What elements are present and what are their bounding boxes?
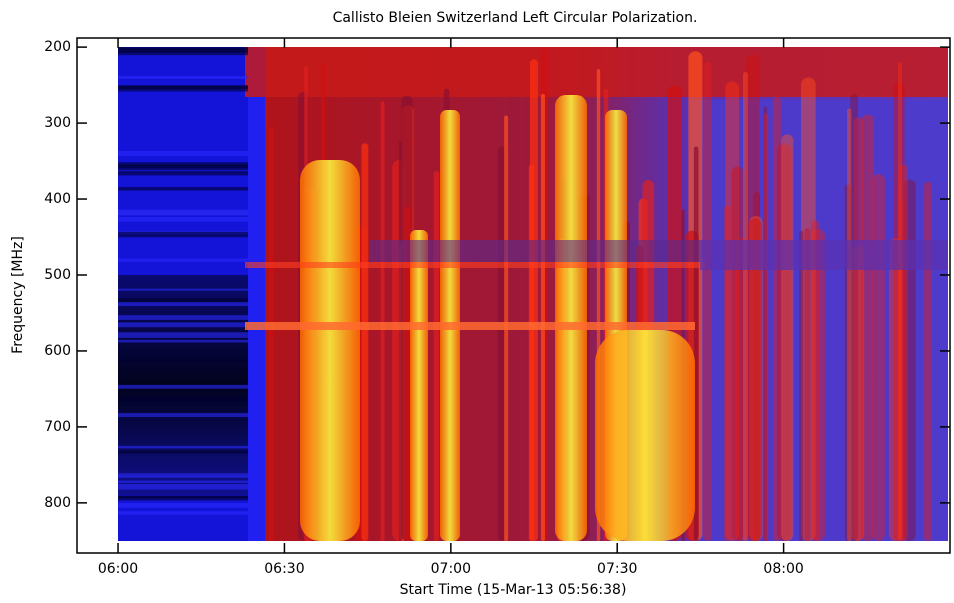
- x-tick-label: 06:00: [98, 561, 138, 577]
- texture: [118, 151, 248, 156]
- texture: [749, 216, 763, 542]
- texture: [898, 62, 902, 542]
- y-tick-label: 800: [44, 495, 71, 511]
- plot-frame: [76, 37, 951, 554]
- texture: [811, 229, 826, 541]
- texture: [118, 187, 248, 191]
- x-tick-label: 08:00: [763, 561, 803, 577]
- texture: [861, 114, 875, 542]
- texture: [118, 210, 248, 214]
- texture: [118, 413, 248, 418]
- texture: [433, 171, 440, 541]
- texture: [799, 230, 804, 542]
- texture: [801, 77, 816, 541]
- x-tick-label: 07:00: [431, 561, 471, 577]
- texture: [900, 199, 905, 541]
- x-tick-label: 06:30: [264, 561, 304, 577]
- texture: [743, 72, 748, 542]
- texture: [245, 322, 695, 330]
- texture: [118, 85, 248, 92]
- texture: [853, 117, 864, 542]
- texture: [118, 332, 248, 338]
- texture: [361, 143, 369, 541]
- texture: [118, 288, 248, 291]
- texture: [745, 54, 760, 542]
- texture: [118, 483, 248, 490]
- texture: [118, 396, 248, 402]
- texture: [850, 93, 859, 541]
- chart-title: Callisto Bleien Switzerland Left Circula…: [333, 10, 698, 26]
- texture: [595, 330, 695, 541]
- texture: [555, 95, 587, 541]
- texture: [410, 230, 428, 541]
- texture: [118, 164, 248, 171]
- texture: [118, 503, 248, 508]
- texture: [725, 81, 740, 542]
- texture: [268, 126, 274, 541]
- texture: [118, 298, 248, 303]
- texture: [118, 511, 248, 515]
- y-axis-label: Frequency [MHz]: [10, 236, 26, 354]
- y-tick-label: 700: [44, 419, 71, 435]
- texture: [747, 218, 762, 542]
- texture: [118, 315, 248, 320]
- texture: [118, 52, 248, 56]
- y-tick-label: 300: [44, 115, 71, 131]
- texture: [118, 75, 248, 80]
- texture: [118, 384, 248, 389]
- texture: [118, 339, 248, 343]
- texture: [763, 106, 767, 541]
- texture: [700, 240, 948, 270]
- spectrogram-image: [118, 47, 948, 542]
- texture: [872, 174, 885, 541]
- texture: [118, 231, 248, 238]
- texture: [118, 445, 248, 449]
- texture: [735, 238, 748, 541]
- texture: [118, 258, 248, 262]
- texture: [844, 184, 851, 541]
- y-tick-label: 400: [44, 191, 71, 207]
- texture: [118, 359, 248, 362]
- texture: [118, 171, 248, 176]
- texture: [804, 228, 811, 541]
- texture: [763, 113, 769, 542]
- texture: [118, 322, 248, 328]
- texture: [723, 205, 732, 542]
- texture: [850, 245, 865, 542]
- texture: [118, 302, 248, 307]
- y-tick-label: 500: [44, 267, 71, 283]
- texture: [118, 480, 248, 483]
- texture: [731, 166, 744, 541]
- x-axis-label: Start Time (15-Mar-13 05:56:38): [400, 582, 627, 598]
- texture: [772, 96, 781, 542]
- texture: [781, 134, 794, 541]
- texture: [118, 47, 248, 53]
- texture: [118, 450, 248, 454]
- texture: [811, 220, 820, 541]
- texture: [893, 82, 905, 541]
- texture: [528, 164, 535, 542]
- texture: [245, 262, 705, 268]
- texture: [540, 93, 545, 541]
- y-tick-label: 600: [44, 343, 71, 359]
- texture: [380, 101, 385, 541]
- texture: [847, 108, 852, 541]
- texture: [118, 495, 248, 501]
- texture: [300, 160, 360, 541]
- texture: [753, 192, 761, 541]
- texture: [398, 140, 403, 541]
- texture: [118, 216, 248, 222]
- texture: [703, 62, 712, 542]
- x-tick-label: 07:30: [597, 561, 637, 577]
- texture: [404, 206, 411, 542]
- texture: [118, 473, 248, 478]
- texture: [924, 181, 933, 542]
- texture: [370, 240, 700, 262]
- y-tick-label: 200: [44, 39, 71, 55]
- texture: [888, 238, 903, 541]
